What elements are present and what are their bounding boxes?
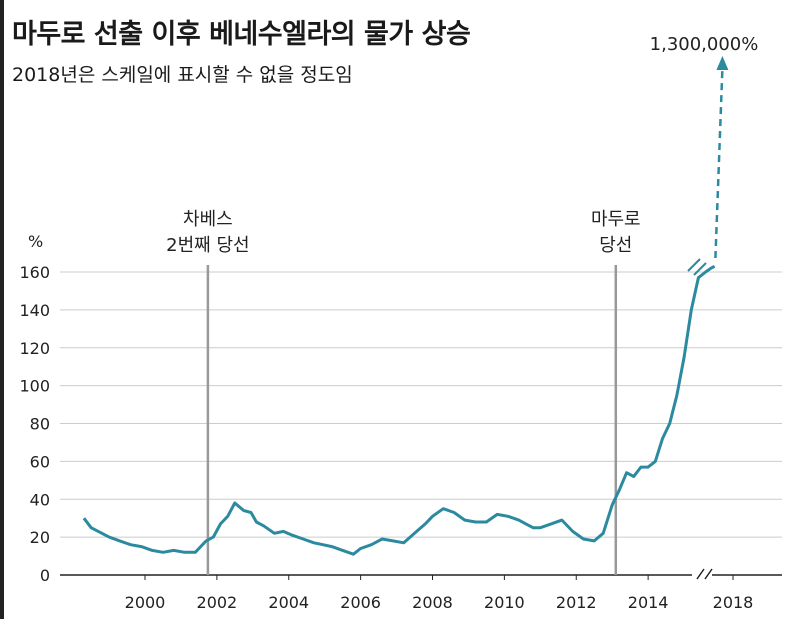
overflow-arrowhead	[716, 56, 729, 70]
gridlines	[60, 271, 782, 576]
event-annotation: 마두로	[591, 209, 641, 230]
event-annotation: 차베스	[183, 209, 233, 230]
x-tick-label: 2000	[125, 593, 166, 612]
x-tick-labels: 2000 2002 2004 2006 2008 2010 2012 2014 2018	[125, 568, 754, 612]
series-break-mark	[693, 262, 707, 276]
y-tick-label: 160	[19, 263, 50, 282]
x-tick-label: 2010	[484, 593, 525, 612]
x-tick-label: 2018	[713, 593, 754, 612]
y-tick-label: 40	[30, 490, 50, 509]
y-axis-unit-label: %	[28, 232, 43, 251]
inflation-series-line	[82, 264, 716, 556]
overflow-group: 1,300,000%	[650, 34, 759, 276]
chart-title: 마두로 선출 이후 베네수엘라의 물가 상승	[12, 19, 471, 50]
y-tick-label: 0	[40, 566, 50, 585]
y-tick-label: 100	[19, 377, 50, 396]
y-tick-label: 20	[30, 528, 50, 547]
x-axis-break-mark	[704, 568, 713, 580]
chart-subtitle: 2018년은 스케일에 표시할 수 없을 정도임	[12, 64, 353, 86]
x-tick-label: 2012	[556, 593, 597, 612]
y-tick-label: 120	[19, 339, 50, 358]
overflow-dashed-line	[714, 67, 724, 259]
overflow-value-label: 1,300,000%	[650, 34, 759, 55]
x-axis-break-mark	[696, 568, 705, 580]
x-tick-label: 2002	[197, 593, 238, 612]
y-tick-label: 60	[30, 452, 50, 471]
y-tick-labels: 0 20 40 60 80 100 120 140 160	[19, 263, 50, 585]
x-tick-label: 2008	[412, 593, 453, 612]
series-break-mark	[687, 258, 701, 272]
x-tick-label: 2004	[268, 593, 309, 612]
y-tick-label: 80	[30, 415, 50, 434]
left-frame-border	[0, 0, 4, 619]
series-group	[82, 264, 716, 556]
x-tick-label: 2006	[340, 593, 381, 612]
y-tick-label: 140	[19, 301, 50, 320]
x-tick-label: 2014	[628, 593, 669, 612]
event-annotation: 당선	[599, 235, 632, 256]
event-annotation: 2번째 당선	[166, 235, 249, 256]
